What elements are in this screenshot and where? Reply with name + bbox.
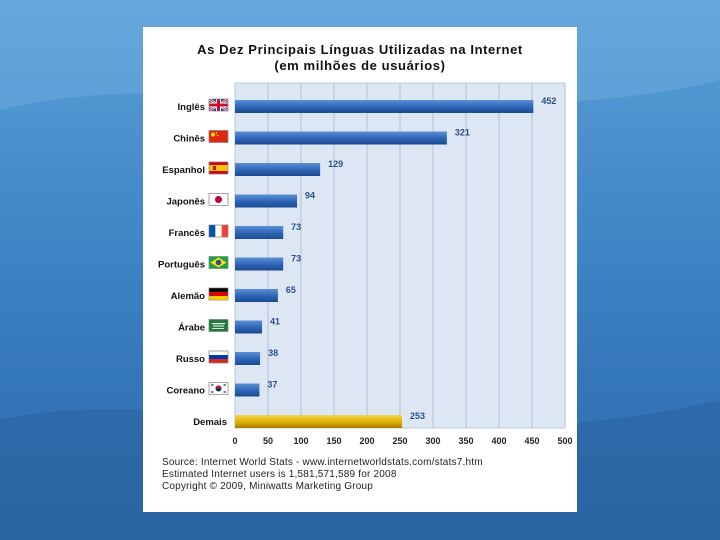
value-label: 321 <box>455 128 470 138</box>
x-tick-label: 300 <box>425 436 440 446</box>
x-tick-label: 200 <box>359 436 374 446</box>
bar <box>235 383 260 397</box>
chart-figure: As Dez Principais Línguas Utilizadas na … <box>143 27 577 512</box>
x-tick-label: 250 <box>392 436 407 446</box>
value-label: 94 <box>305 191 315 201</box>
korea-flag-icon <box>208 382 229 395</box>
value-label: 129 <box>328 159 343 169</box>
source-line-1: Source: Internet World Stats - www.inter… <box>162 457 483 468</box>
source-note: Source: Internet World Stats - www.inter… <box>162 457 572 493</box>
x-tick-label: 50 <box>263 436 273 446</box>
bar <box>235 194 298 208</box>
bar-chart: 452 321 129 94 73 73 65 41 38 37 253 Inglês Chinês E… <box>158 82 573 446</box>
chart-title-main: As Dez Principais Línguas Utilizadas na … <box>197 42 523 57</box>
bar <box>235 100 534 113</box>
category-label: Coreano <box>166 386 205 397</box>
bar <box>235 289 278 302</box>
chart-title: As Dez Principais Línguas Utilizadas na … <box>143 42 577 74</box>
value-label: 253 <box>410 411 425 421</box>
spain-flag-icon <box>208 161 229 175</box>
category-label: Português <box>158 260 205 271</box>
x-tick-label: 150 <box>326 436 341 446</box>
china-flag-icon <box>208 130 229 143</box>
flags <box>208 97 229 395</box>
value-label: 37 <box>267 380 277 390</box>
x-tick-label: 450 <box>524 436 539 446</box>
category-labels: Inglês Chinês Espanhol Japonês Francês Portug… <box>158 102 227 428</box>
value-label: 38 <box>268 348 278 358</box>
bar <box>235 257 284 271</box>
category-label: Alemão <box>171 291 206 302</box>
bar <box>235 163 321 176</box>
value-label: 73 <box>291 254 301 264</box>
x-tick-label: 350 <box>458 436 473 446</box>
uk-flag-icon <box>208 97 229 113</box>
category-label: Demais <box>193 417 227 428</box>
chart-subtitle: (em milhões de usuários) <box>274 58 446 73</box>
x-ticks: 0 50 100 150 200 250 300 350 400 450 500 <box>232 436 572 446</box>
category-label: Chinês <box>173 134 205 145</box>
saudi-flag-icon <box>208 319 229 332</box>
value-label: 41 <box>270 317 280 327</box>
category-label: Francês <box>169 228 205 239</box>
value-label: 73 <box>291 222 301 232</box>
brazil-flag-icon <box>208 256 229 269</box>
russia-flag-icon <box>208 350 229 364</box>
value-label: 65 <box>286 285 296 295</box>
category-label: Russo <box>176 354 205 365</box>
x-tick-label: 500 <box>557 436 572 446</box>
x-tick-label: 100 <box>293 436 308 446</box>
source-line-2: Estimated Internet users is 1,581,571,58… <box>162 469 397 480</box>
bars: 452 321 129 94 73 73 65 41 38 37 253 <box>235 96 556 428</box>
category-label: Espanhol <box>162 165 205 176</box>
germany-flag-icon <box>208 287 229 301</box>
france-flag-icon <box>208 224 229 238</box>
bar <box>235 131 447 145</box>
bar <box>235 226 284 239</box>
value-label: 452 <box>541 96 556 106</box>
category-label: Árabe <box>178 323 205 334</box>
japan-flag-icon <box>208 193 229 206</box>
bar <box>235 415 402 428</box>
bar <box>235 320 263 334</box>
x-tick-label: 0 <box>232 436 237 446</box>
x-tick-label: 400 <box>491 436 506 446</box>
category-label: Inglês <box>178 102 205 113</box>
category-label: Japonês <box>166 197 205 208</box>
bar <box>235 352 261 365</box>
source-line-3: Copyright © 2009, Miniwatts Marketing Gr… <box>162 481 374 492</box>
